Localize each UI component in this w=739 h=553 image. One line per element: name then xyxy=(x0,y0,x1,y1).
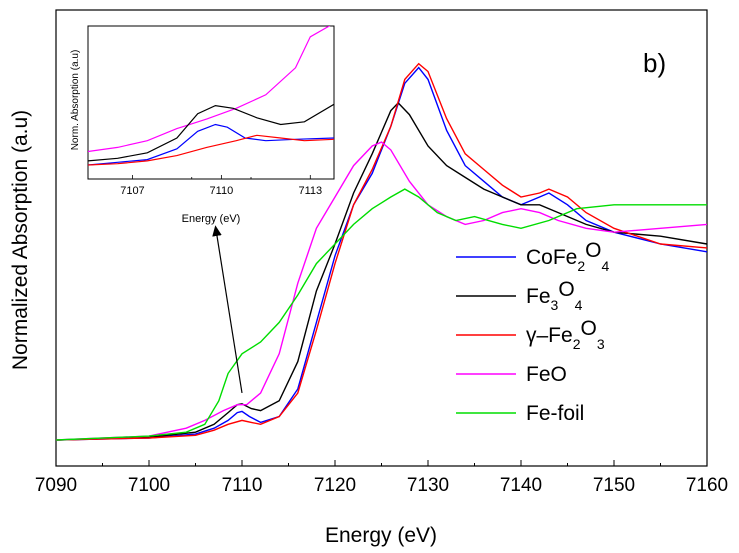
legend-entry-fe2o3: γ–Fe2O3 xyxy=(456,317,605,352)
inset-series-group xyxy=(88,26,334,166)
inset-x-tick-label: 7107 xyxy=(120,185,144,197)
series-line-fe-foil xyxy=(55,188,707,441)
x-tick-label: 7130 xyxy=(407,475,449,496)
legend-entry-cofe2o4: CoFe2O4 xyxy=(456,239,610,274)
x-tick-label: 7140 xyxy=(500,475,542,496)
legend-label: γ–Fe2O3 xyxy=(526,317,605,352)
y-axis-label: Normalized Absorption (a.u) xyxy=(9,110,32,370)
legend-label: Fe-foil xyxy=(526,402,584,425)
annotation-arrow xyxy=(212,225,243,394)
inset-x-axis-label: Energy (eV) xyxy=(182,213,241,225)
x-tick-label: 7120 xyxy=(314,475,356,496)
inset-series-line-feo xyxy=(88,26,331,153)
inset-x-tick-label: 7113 xyxy=(298,185,322,197)
legend: CoFe2O4 Fe3O4 γ–Fe2O3 FeO Fe-foil xyxy=(456,239,610,425)
series-line-fe2o3 xyxy=(55,62,708,441)
inset-x-ticks: 7107 7110 7113 xyxy=(120,175,322,197)
x-tick-label: 7110 xyxy=(222,475,263,496)
inset-series-line-cofe2o4 xyxy=(88,123,334,166)
legend-label: Fe3O4 xyxy=(526,278,583,313)
legend-entry-feo: FeO xyxy=(456,363,567,386)
inset-series-line-fe3o4 xyxy=(88,103,334,162)
legend-entry-fe3o4: Fe3O4 xyxy=(456,278,583,313)
x-tick-label: 7100 xyxy=(128,475,170,496)
panel-label: b) xyxy=(643,48,666,78)
x-tick-label: 7090 xyxy=(35,475,77,496)
x-axis-label: Energy (eV) xyxy=(325,524,437,547)
arrow-line xyxy=(212,225,243,394)
x-tick-label: 7150 xyxy=(593,475,635,496)
inset-plot-frame xyxy=(87,25,335,180)
legend-label: FeO xyxy=(526,363,567,386)
legend-entry-fe-foil: Fe-foil xyxy=(456,402,584,425)
series-line-feo xyxy=(55,141,708,441)
main-x-ticks: 7090 7100 7110 7120 7130 7140 7150 7160 xyxy=(35,460,728,496)
inset-y-axis-label: Norm. Absorption (a.u) xyxy=(70,50,81,151)
inset-plot: 7107 7110 7113 Energy (eV) Norm. Absorptio… xyxy=(70,25,335,225)
inset-x-tick-label: 7110 xyxy=(210,185,234,197)
legend-label: CoFe2O4 xyxy=(526,239,610,274)
main-series-group xyxy=(55,62,708,441)
inset-series-line-fe2o3 xyxy=(88,134,334,166)
x-tick-label: 7160 xyxy=(686,475,728,496)
